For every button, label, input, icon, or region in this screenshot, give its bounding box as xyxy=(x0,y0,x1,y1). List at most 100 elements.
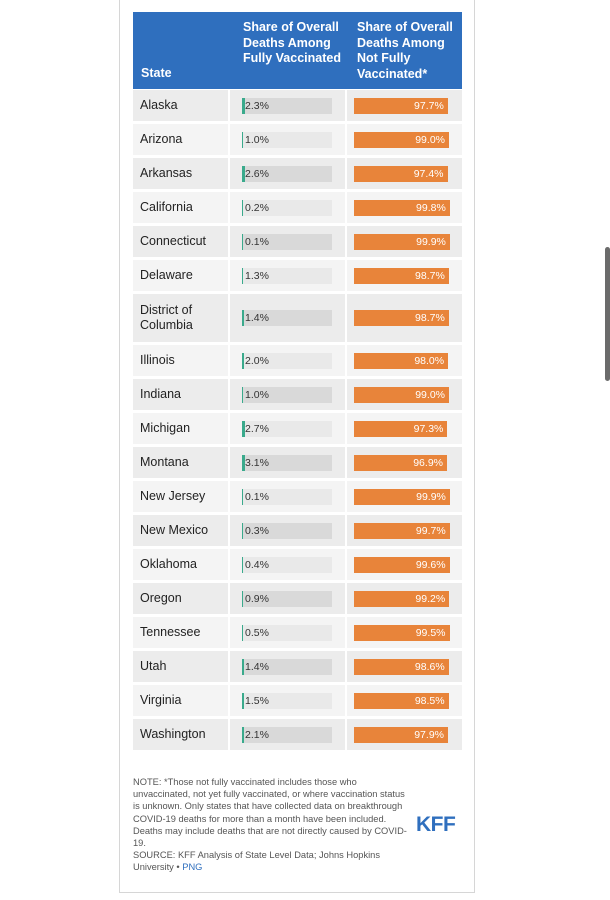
vaccinated-track: 0.1% xyxy=(242,233,332,250)
unvaccinated-value-label: 99.5% xyxy=(415,626,446,639)
unvaccinated-cell: 97.9% xyxy=(347,719,462,750)
vaccinated-value-label: 0.9% xyxy=(245,592,269,605)
state-label: Oregon xyxy=(133,583,228,614)
source-text: SOURCE: KFF Analysis of State Level Data… xyxy=(133,850,380,873)
vaccinated-track: 1.5% xyxy=(242,692,332,709)
vaccinated-track: 0.5% xyxy=(242,624,332,641)
table-row: Arizona 1.0% 99.0% xyxy=(133,124,462,155)
unvaccinated-value-label: 99.7% xyxy=(415,524,446,537)
vaccinated-value-label: 0.4% xyxy=(245,558,269,571)
table-row: New Mexico 0.3% 99.7% xyxy=(133,515,462,546)
vaccinated-bar xyxy=(242,131,244,148)
vaccinated-value-label: 0.3% xyxy=(245,524,269,537)
vaccinated-bar xyxy=(242,658,244,675)
table-row: Illinois 2.0% 98.0% xyxy=(133,345,462,376)
state-label: District of Columbia xyxy=(133,294,228,342)
unvaccinated-bar: 98.6% xyxy=(354,658,449,675)
state-label: Washington xyxy=(133,719,228,750)
unvaccinated-bar: 99.9% xyxy=(354,233,450,250)
vaccinated-bar xyxy=(242,692,244,709)
unvaccinated-value-label: 99.8% xyxy=(416,201,446,214)
unvaccinated-bar: 99.0% xyxy=(354,386,449,403)
unvaccinated-cell: 96.9% xyxy=(347,447,462,478)
state-label: Arizona xyxy=(133,124,228,155)
vaccinated-value-label: 2.0% xyxy=(245,354,269,367)
state-label: Arkansas xyxy=(133,158,228,189)
table-row: Oklahoma 0.4% 99.6% xyxy=(133,549,462,580)
unvaccinated-cell: 99.8% xyxy=(347,192,462,223)
vaccinated-bar xyxy=(242,454,246,471)
vaccinated-bar xyxy=(242,726,245,743)
unvaccinated-bar: 98.7% xyxy=(354,267,449,284)
table-row: Delaware 1.3% 98.7% xyxy=(133,260,462,291)
state-label: Montana xyxy=(133,447,228,478)
unvaccinated-bar: 99.7% xyxy=(354,522,450,539)
table-row: Washington 2.1% 97.9% xyxy=(133,719,462,750)
table-row: Alaska 2.3% 97.7% xyxy=(133,90,462,121)
unvaccinated-cell: 99.6% xyxy=(347,549,462,580)
png-link[interactable]: PNG xyxy=(182,862,203,873)
vaccinated-cell: 0.3% xyxy=(230,515,345,546)
unvaccinated-value-label: 99.9% xyxy=(416,490,446,503)
vaccinated-value-label: 2.6% xyxy=(245,167,269,180)
vaccinated-track: 0.1% xyxy=(242,488,332,505)
unvaccinated-bar: 99.2% xyxy=(354,590,450,607)
table-row: California 0.2% 99.8% xyxy=(133,192,462,223)
vaccinated-track: 2.0% xyxy=(242,352,332,369)
vaccinated-cell: 2.7% xyxy=(230,413,345,444)
unvaccinated-cell: 99.5% xyxy=(347,617,462,648)
vaccinated-cell: 2.6% xyxy=(230,158,345,189)
unvaccinated-cell: 98.0% xyxy=(347,345,462,376)
vaccinated-bar xyxy=(242,420,245,437)
vaccinated-bar xyxy=(242,310,244,326)
state-label: Connecticut xyxy=(133,226,228,257)
vaccinated-value-label: 0.1% xyxy=(245,235,269,248)
note-text: NOTE: *Those not fully vaccinated includ… xyxy=(133,777,407,849)
unvaccinated-bar: 97.9% xyxy=(354,726,448,743)
state-label: Alaska xyxy=(133,90,228,121)
table-row: Utah 1.4% 98.6% xyxy=(133,651,462,682)
vaccinated-cell: 1.4% xyxy=(230,294,345,342)
unvaccinated-bar: 96.9% xyxy=(354,454,447,471)
scrollbar[interactable] xyxy=(605,247,610,381)
vaccinated-track: 3.1% xyxy=(242,454,332,471)
vaccinated-bar xyxy=(242,590,243,607)
unvaccinated-value-label: 98.7% xyxy=(415,312,445,324)
state-label: Oklahoma xyxy=(133,549,228,580)
vaccinated-value-label: 1.0% xyxy=(245,133,269,146)
vaccinated-cell: 1.3% xyxy=(230,260,345,291)
unvaccinated-value-label: 97.3% xyxy=(413,422,444,435)
kff-logo: KFF xyxy=(416,813,456,836)
unvaccinated-value-label: 98.6% xyxy=(414,660,445,673)
vaccinated-value-label: 1.4% xyxy=(245,312,269,324)
unvaccinated-bar: 97.4% xyxy=(354,165,448,182)
unvaccinated-bar: 99.6% xyxy=(354,556,450,573)
unvaccinated-bar: 99.9% xyxy=(354,488,450,505)
unvaccinated-bar: 99.8% xyxy=(354,199,450,216)
unvaccinated-cell: 98.6% xyxy=(347,651,462,682)
unvaccinated-bar: 99.5% xyxy=(354,624,450,641)
vaccinated-value-label: 0.5% xyxy=(245,626,269,639)
state-label: Delaware xyxy=(133,260,228,291)
vaccinated-track: 2.7% xyxy=(242,420,332,437)
unvaccinated-value-label: 98.5% xyxy=(414,694,445,707)
vaccinated-cell: 3.1% xyxy=(230,447,345,478)
unvaccinated-cell: 98.7% xyxy=(347,260,462,291)
vaccinated-value-label: 0.1% xyxy=(245,490,269,503)
table-row: New Jersey 0.1% 99.9% xyxy=(133,481,462,512)
vaccinated-cell: 0.5% xyxy=(230,617,345,648)
vaccinated-value-label: 1.3% xyxy=(245,269,269,282)
unvaccinated-value-label: 99.0% xyxy=(415,133,445,146)
table-row: Connecticut 0.1% 99.9% xyxy=(133,226,462,257)
table-row: Virginia 1.5% 98.5% xyxy=(133,685,462,716)
table-row: Michigan 2.7% 97.3% xyxy=(133,413,462,444)
unvaccinated-bar: 98.7% xyxy=(354,310,449,326)
unvaccinated-value-label: 99.2% xyxy=(415,592,446,605)
vaccinated-value-label: 1.0% xyxy=(245,388,269,401)
header-unvaccinated: Share of Overall Deaths Among Not Fully … xyxy=(357,20,453,81)
state-label: Michigan xyxy=(133,413,228,444)
vaccinated-cell: 0.2% xyxy=(230,192,345,223)
vaccinated-track: 0.4% xyxy=(242,556,332,573)
unvaccinated-value-label: 99.0% xyxy=(415,388,445,401)
state-label: New Mexico xyxy=(133,515,228,546)
